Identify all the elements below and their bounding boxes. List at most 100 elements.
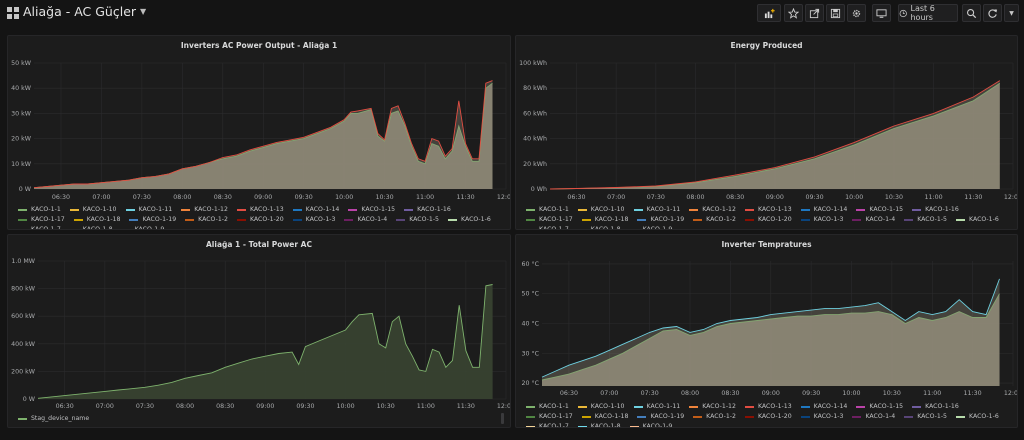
- settings-button[interactable]: [847, 4, 866, 22]
- legend-item[interactable]: KACO-1-6: [448, 216, 491, 223]
- legend-item[interactable]: KACO-1-18: [581, 216, 628, 223]
- legend-swatch: [689, 405, 699, 408]
- legend-item[interactable]: KACO-1-10: [577, 403, 625, 410]
- panel-inverters-ac-power[interactable]: Inverters AC Power Output - Aliağa 1 0 W…: [7, 35, 511, 230]
- legend-item[interactable]: KACO-1-1: [526, 403, 569, 410]
- panel-title[interactable]: Aliağa 1 - Total Power AC: [206, 240, 312, 249]
- legend-item[interactable]: KACO-1-20: [236, 216, 284, 223]
- legend-item[interactable]: KACO-1-9: [121, 226, 164, 229]
- legend-item[interactable]: KACO-1-8: [577, 226, 621, 229]
- panel-energy-produced[interactable]: Energy Produced 0 Wh 20 kWh 40 kWh 60 kWh 80…: [515, 35, 1018, 230]
- series-line[interactable]: [541, 293, 1000, 381]
- legend-item[interactable]: KACO-1-19: [129, 216, 176, 223]
- legend-swatch: [744, 405, 754, 408]
- inverter-temperature-chart[interactable]: 20 °C 30 °C 40 °C 50 °C 60 °C 06:30 07:00 07:30…: [516, 235, 1018, 428]
- refresh-button[interactable]: [983, 4, 1002, 22]
- legend-item[interactable]: KACO-1-9: [629, 423, 672, 427]
- legend-item[interactable]: KACO-1-2: [185, 216, 228, 223]
- legend-item[interactable]: KACO-1-3: [800, 216, 844, 223]
- series-line[interactable]: [37, 284, 493, 399]
- energy-produced-chart[interactable]: 0 Wh 20 kWh 40 kWh 60 kWh 80 kWh 100 kWh 06:30…: [516, 36, 1018, 230]
- legend-item[interactable]: KACO-1-16: [912, 206, 959, 213]
- legend-swatch: [744, 415, 754, 418]
- legend-item[interactable]: KACO-1-1: [526, 206, 569, 213]
- star-button[interactable]: [784, 4, 803, 22]
- time-picker-button[interactable]: Last 6 hours: [898, 4, 958, 22]
- cycle-view-button[interactable]: [872, 4, 891, 22]
- legend-item[interactable]: KACO-1-8: [69, 226, 113, 229]
- legend-item[interactable]: KACO-1-13: [744, 206, 792, 213]
- legend-item[interactable]: KACO-1-5: [396, 216, 439, 223]
- legend-item[interactable]: KACO-1-10: [69, 206, 117, 213]
- legend-item[interactable]: KACO-1-4: [852, 413, 895, 420]
- legend-item[interactable]: KACO-1-11: [125, 206, 172, 213]
- legend-item[interactable]: KACO-1-9: [629, 226, 672, 229]
- x-tick-label: 07:30: [647, 194, 665, 201]
- legend-item[interactable]: KACO-1-2: [693, 413, 736, 420]
- legend-item[interactable]: KACO-1-18: [73, 216, 120, 223]
- total-power-chart[interactable]: 0 W 200 kW 400 kW 600 kW 800 kW 1.0 MW 06:30 07…: [8, 235, 511, 428]
- legend-label: KACO-1-11: [646, 403, 681, 410]
- legend-item[interactable]: KACO-1-20: [744, 216, 792, 223]
- legend-item[interactable]: KACO-1-16: [404, 206, 451, 213]
- legend-item[interactable]: KACO-1-6: [956, 216, 999, 223]
- legend-item[interactable]: KACO-1-12: [689, 206, 736, 213]
- legend-item[interactable]: KACO-1-15: [856, 403, 903, 410]
- legend-item[interactable]: KACO-1-14: [292, 206, 339, 213]
- legend-item[interactable]: KACO-1-6: [956, 413, 999, 420]
- legend-swatch: [348, 208, 358, 211]
- panel-title[interactable]: Inverter Tempratures: [721, 240, 812, 249]
- dashboard-grid-icon[interactable]: [7, 7, 19, 19]
- panel-title[interactable]: Inverters AC Power Output - Aliağa 1: [180, 41, 338, 50]
- legend-item[interactable]: KACO-1-11: [633, 403, 681, 410]
- legend-item[interactable]: KACO-1-3: [292, 216, 335, 223]
- legend-item[interactable]: KACO-1-4: [344, 216, 387, 223]
- dashboard-title[interactable]: Aliağa - AC Güçler ▼: [23, 4, 146, 19]
- legend-item[interactable]: KACO-1-17: [526, 216, 573, 223]
- series-line[interactable]: [33, 80, 493, 189]
- save-button[interactable]: [826, 4, 845, 22]
- legend-item[interactable]: KACO-1-12: [181, 206, 228, 213]
- legend-item[interactable]: KACO-1-11: [633, 206, 680, 213]
- panel-title[interactable]: Energy Produced: [730, 41, 803, 50]
- legend-item[interactable]: KACO-1-20: [744, 413, 792, 420]
- add-panel-button[interactable]: [757, 4, 781, 22]
- legend-item[interactable]: KACO-1-14: [800, 206, 847, 213]
- legend-item[interactable]: KACO-1-7: [526, 423, 569, 427]
- panel-inverter-temperatures[interactable]: Inverter Tempratures 20 °C 30 °C 40 °C 50 °…: [515, 234, 1018, 428]
- legend-item[interactable]: KACO-1-8: [577, 423, 621, 427]
- power-output-chart[interactable]: 0 W 10 kW 20 kW 30 kW 40 kW 50 kW 06:30 07:00 07…: [8, 36, 511, 230]
- refresh-interval-button[interactable]: ▼: [1004, 4, 1019, 22]
- legend-item[interactable]: KACO-1-5: [904, 216, 947, 223]
- legend-item[interactable]: KACO-1-16: [912, 403, 959, 410]
- legend-item[interactable]: KACO-1-19: [637, 413, 684, 420]
- legend-label: KACO-1-3: [813, 216, 844, 223]
- legend-item[interactable]: KACO-1-17: [18, 216, 65, 223]
- zoom-out-button[interactable]: [962, 4, 981, 22]
- legend-item[interactable]: KACO-1-10: [577, 206, 625, 213]
- series-line[interactable]: [541, 278, 1000, 378]
- legend-item[interactable]: KACO-1-12: [689, 403, 736, 410]
- legend-item[interactable]: KACO-1-3: [800, 413, 843, 420]
- legend-item[interactable]: KACO-1-15: [856, 206, 903, 213]
- legend-item[interactable]: KACO-1-4: [852, 216, 895, 223]
- legend-item[interactable]: KACO-1-2: [693, 216, 736, 223]
- legend-item[interactable]: Stag_device_name: [18, 415, 89, 422]
- legend-item[interactable]: KACO-1-15: [348, 206, 395, 213]
- panel-total-power[interactable]: Aliağa 1 - Total Power AC 0 W 200 kW 400 k…: [7, 234, 511, 428]
- legend-item[interactable]: KACO-1-13: [744, 403, 792, 410]
- legend-item[interactable]: KACO-1-7: [18, 226, 61, 229]
- share-button[interactable]: [805, 4, 824, 22]
- legend-swatch: [236, 208, 246, 211]
- series-line[interactable]: [549, 80, 1001, 190]
- legend-item[interactable]: KACO-1-7: [526, 226, 569, 229]
- legend-item[interactable]: KACO-1-1: [18, 206, 61, 213]
- legend-item[interactable]: KACO-1-17: [526, 413, 573, 420]
- legend-item[interactable]: KACO-1-19: [637, 216, 684, 223]
- legend-item[interactable]: KACO-1-14: [800, 403, 847, 410]
- x-tick-label: 07:30: [641, 390, 659, 397]
- legend-scrollbar[interactable]: [501, 413, 504, 424]
- legend-item[interactable]: KACO-1-5: [904, 413, 947, 420]
- legend-item[interactable]: KACO-1-18: [581, 413, 628, 420]
- legend-item[interactable]: KACO-1-13: [236, 206, 284, 213]
